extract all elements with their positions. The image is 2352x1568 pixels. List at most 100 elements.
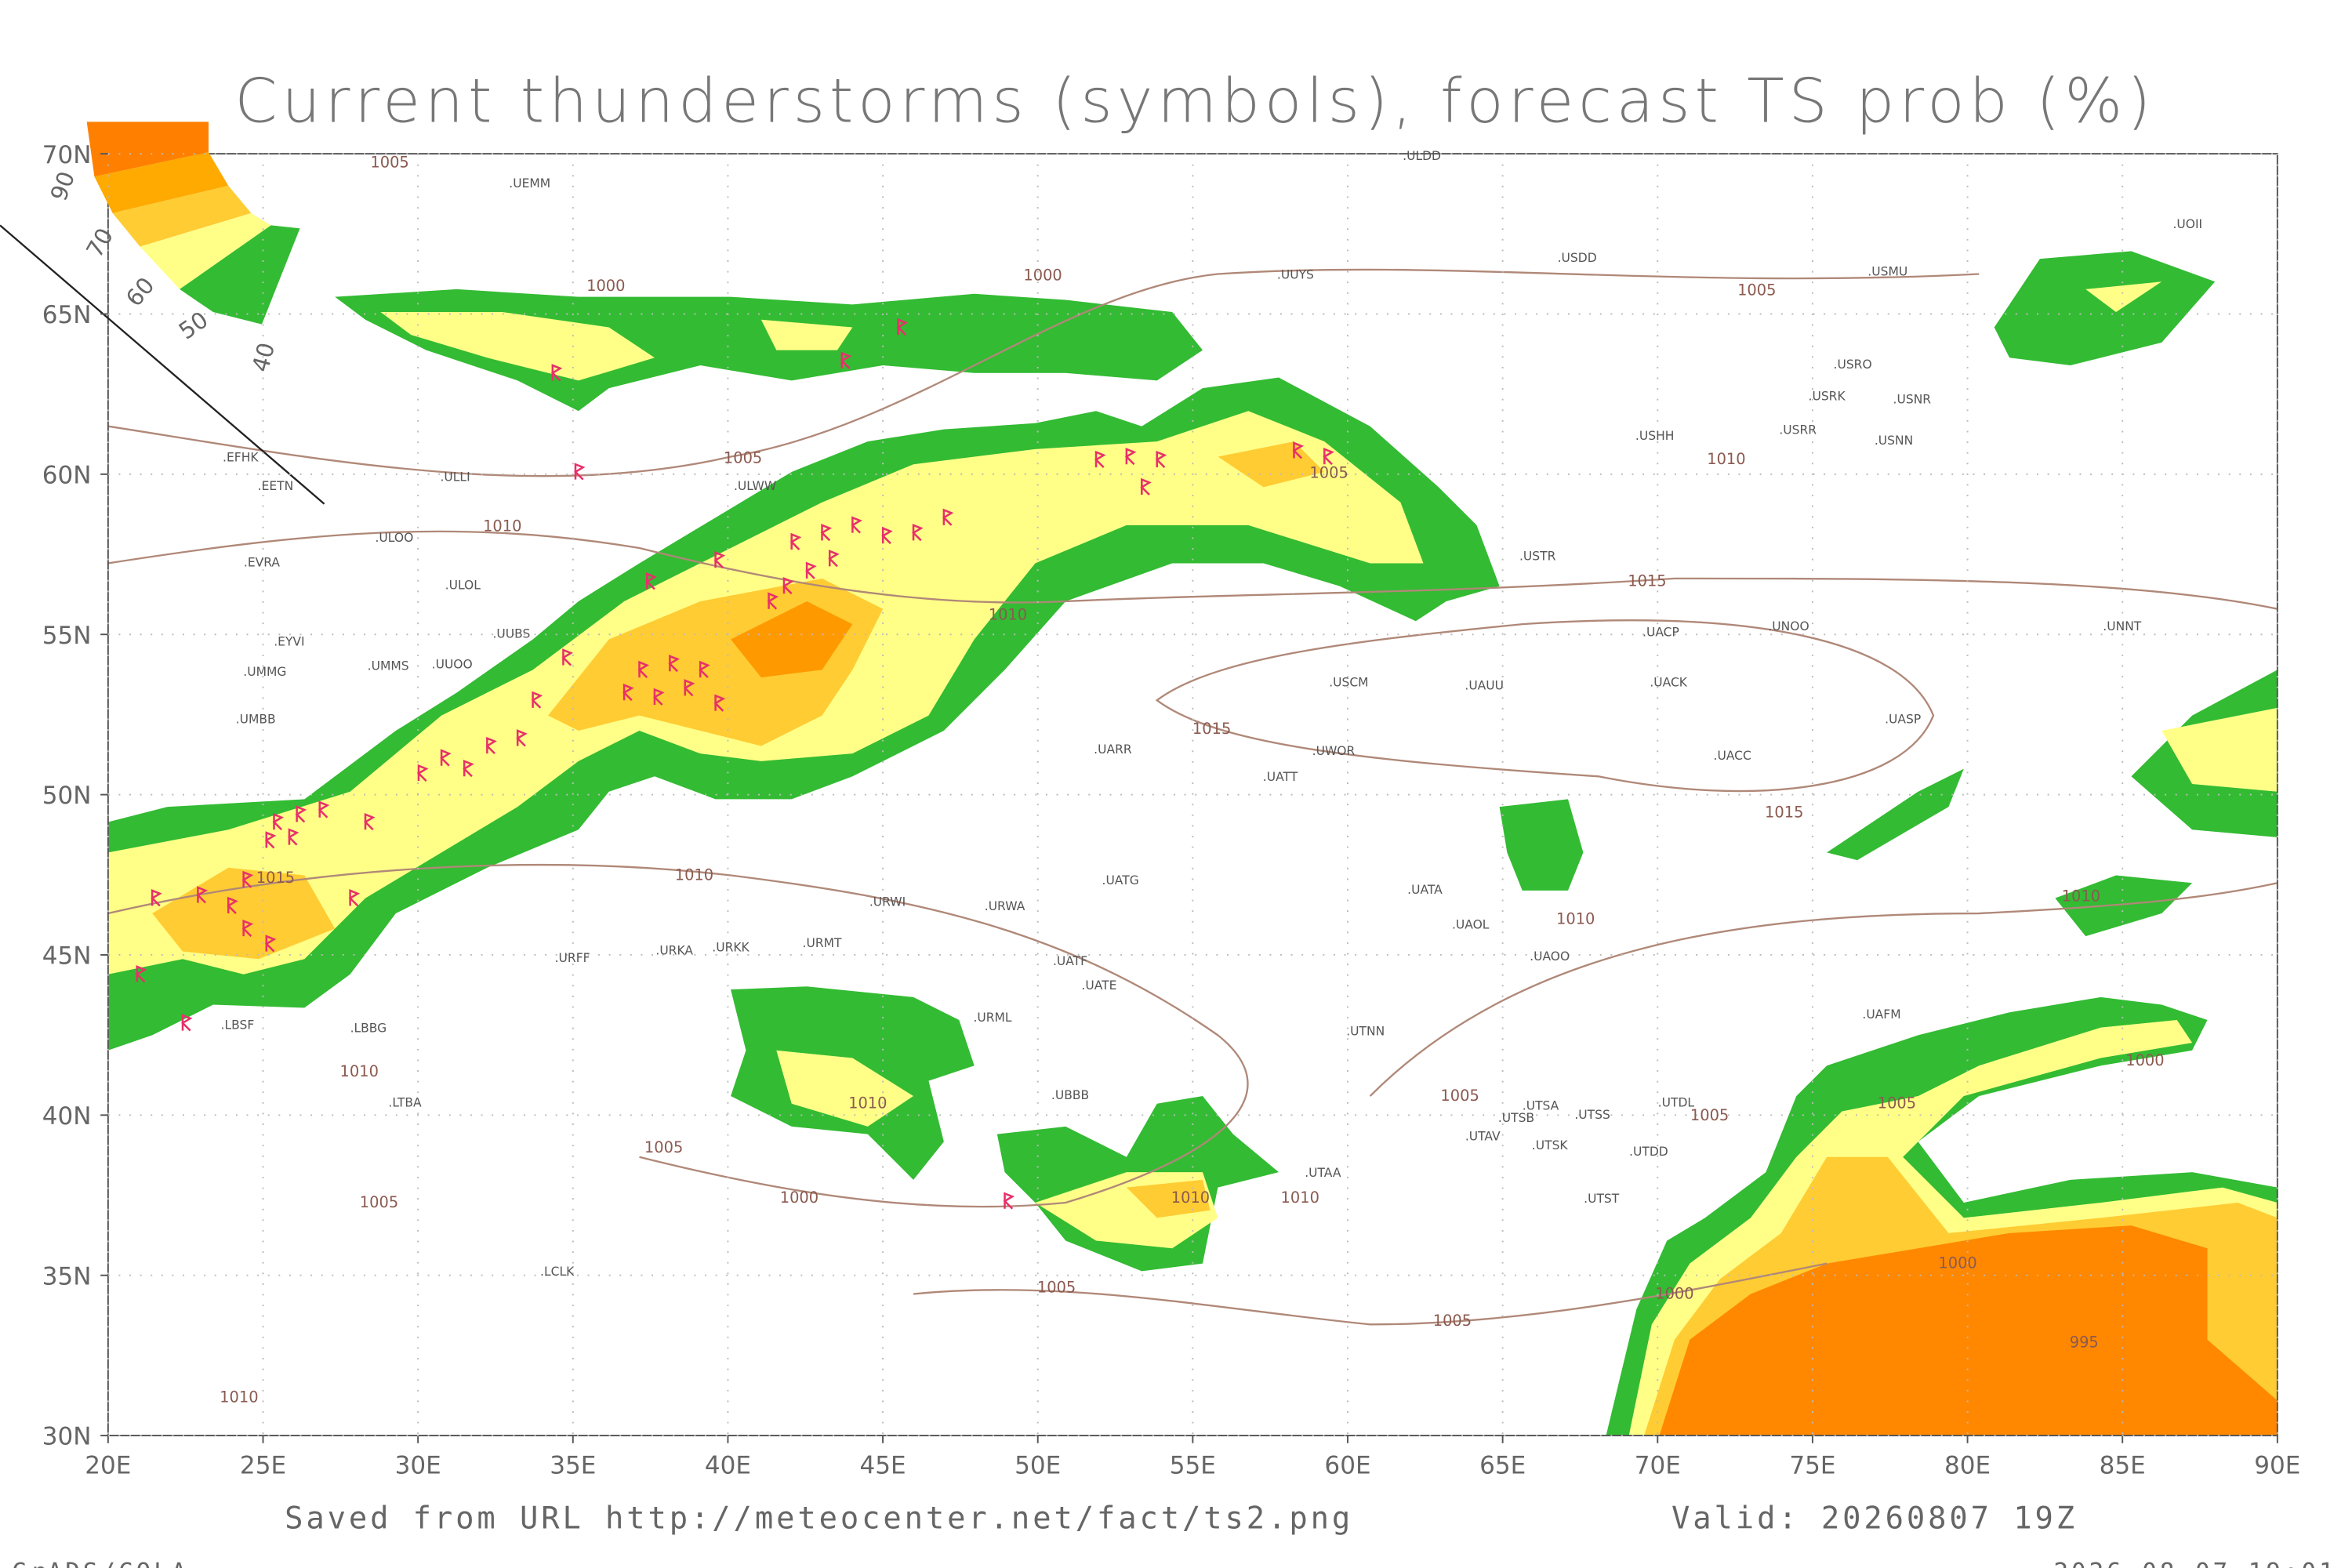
x-tick-label: 40E xyxy=(705,1452,751,1480)
footer-source: Saved from URL http://meteocenter.net/fa… xyxy=(285,1501,1353,1537)
ts-symbol xyxy=(287,828,299,846)
station-label: .UWOR xyxy=(1312,744,1356,758)
isobar xyxy=(1155,619,1935,793)
station-label: .UTNN xyxy=(1346,1024,1385,1038)
station-label: .USRR xyxy=(1779,423,1817,437)
light-orange-area xyxy=(152,441,1325,960)
station-label: .UACC xyxy=(1714,749,1751,763)
ts-symbol xyxy=(645,572,657,590)
station-label: .UTSS xyxy=(1574,1108,1610,1122)
station-label: .UAOL xyxy=(1452,917,1490,931)
isobar-label: 1015 xyxy=(256,869,295,887)
station-label: .ULDD xyxy=(1403,149,1441,163)
x-tick-label: 60E xyxy=(1324,1452,1370,1480)
station-label: .URKK xyxy=(712,941,750,955)
ts-symbol xyxy=(1003,1192,1015,1210)
orange-area xyxy=(731,601,853,678)
y-tick-label: 40N xyxy=(42,1102,92,1131)
footer-timestamp: 2026-08-07-19:01 xyxy=(2053,1559,2336,1568)
station-label: .URWI xyxy=(869,895,906,909)
station-label: .UNOO xyxy=(1768,619,1809,633)
ts-symbol xyxy=(561,648,573,666)
isobar-label: 1015 xyxy=(1765,804,1803,822)
isobar-label: 1005 xyxy=(724,448,762,466)
ts-symbol xyxy=(881,526,893,545)
station-label: .UACP xyxy=(1642,626,1679,640)
legend-swatch xyxy=(140,212,271,289)
x-tick-label: 25E xyxy=(240,1452,286,1480)
isobar-label: 1000 xyxy=(2125,1051,2164,1069)
station-label: .URWA xyxy=(985,899,1025,913)
y-tick-label: 30N xyxy=(42,1423,92,1451)
station-label: .USMU xyxy=(1867,264,1907,278)
station-label: .UTDL xyxy=(1658,1096,1695,1110)
isobar-label: 1005 xyxy=(1690,1106,1729,1124)
ts-symbol xyxy=(840,351,852,369)
ts-symbol xyxy=(363,812,376,831)
station-label: .URMT xyxy=(803,936,842,950)
station-label: .LBSF xyxy=(221,1018,255,1033)
isobar-label: 1010 xyxy=(483,517,521,535)
isobar-label: 1005 xyxy=(1878,1094,1916,1112)
map-title: Current thunderstorms (symbols), forecas… xyxy=(234,66,2155,136)
y-tick-label: 55N xyxy=(42,622,92,650)
station-label: .UATA xyxy=(1407,883,1443,897)
x-tick-label: 75E xyxy=(1789,1452,1835,1480)
station-label: .UOII xyxy=(2172,217,2202,231)
station-label: .URFF xyxy=(555,951,590,965)
ts-symbol xyxy=(318,800,330,818)
ts-symbol xyxy=(272,812,285,831)
station-label: .ULWW xyxy=(734,479,776,493)
station-label: .EETN xyxy=(258,479,294,493)
isobar-label: 1010 xyxy=(848,1094,887,1112)
ts-symbol xyxy=(241,919,254,938)
station-label: .LTBA xyxy=(388,1096,422,1110)
x-tick-label: 70E xyxy=(1635,1452,1681,1480)
y-tick-label: 70N xyxy=(42,141,92,169)
station-label: .USRK xyxy=(1809,390,1846,404)
y-tick-label: 50N xyxy=(42,782,92,810)
isobar-label: 995 xyxy=(2070,1333,2099,1351)
isobar-label: 1005 xyxy=(360,1193,398,1211)
ts-symbol xyxy=(1155,450,1167,469)
station-label: .UARR xyxy=(1094,742,1132,757)
station-label: .URKA xyxy=(655,943,693,957)
orange-area xyxy=(1659,1225,2278,1436)
station-label: .UATF xyxy=(1053,954,1087,968)
ts-symbol xyxy=(180,1014,193,1032)
y-tick-label: 35N xyxy=(42,1262,92,1290)
footer-valid: Valid: 20260807 19Z xyxy=(1671,1501,2078,1537)
station-label: .USCM xyxy=(1329,676,1368,690)
ts-symbol xyxy=(416,764,429,782)
legend-label: 50 xyxy=(174,307,213,345)
station-label: .UATT xyxy=(1263,770,1298,784)
ts-symbol xyxy=(531,691,543,709)
station-label: .UUBS xyxy=(492,627,530,641)
station-label: .UAUU xyxy=(1465,679,1504,693)
isobar xyxy=(1369,882,2278,1097)
station-label: .UASP xyxy=(1885,712,1921,726)
isobar-label: 1005 xyxy=(1037,1279,1076,1297)
station-label: .UTDD xyxy=(1629,1145,1668,1159)
ts-symbol xyxy=(573,463,586,481)
legend-label: 70 xyxy=(81,223,118,262)
ts-symbol xyxy=(767,592,779,610)
x-tick-label: 65E xyxy=(1479,1452,1526,1480)
x-tick-label: 35E xyxy=(550,1452,596,1480)
station-label: .UATE xyxy=(1081,978,1116,993)
x-tick-label: 85E xyxy=(2100,1452,2146,1480)
ts-symbol xyxy=(227,896,238,914)
ts-symbol xyxy=(713,694,726,712)
ts-symbol xyxy=(151,889,162,907)
ts-symbol xyxy=(264,831,277,849)
isobar xyxy=(107,530,2278,610)
ts-symbol xyxy=(1094,450,1106,469)
ts-symbol xyxy=(782,576,794,595)
x-tick-label: 20E xyxy=(85,1452,131,1480)
station-label: .ULOL xyxy=(445,578,481,592)
ts-symbol xyxy=(440,749,452,767)
station-label: .UUYS xyxy=(1277,267,1314,281)
ts-symbol xyxy=(1323,447,1334,466)
station-label: .URML xyxy=(973,1011,1011,1025)
isobar-label: 1010 xyxy=(675,866,713,884)
